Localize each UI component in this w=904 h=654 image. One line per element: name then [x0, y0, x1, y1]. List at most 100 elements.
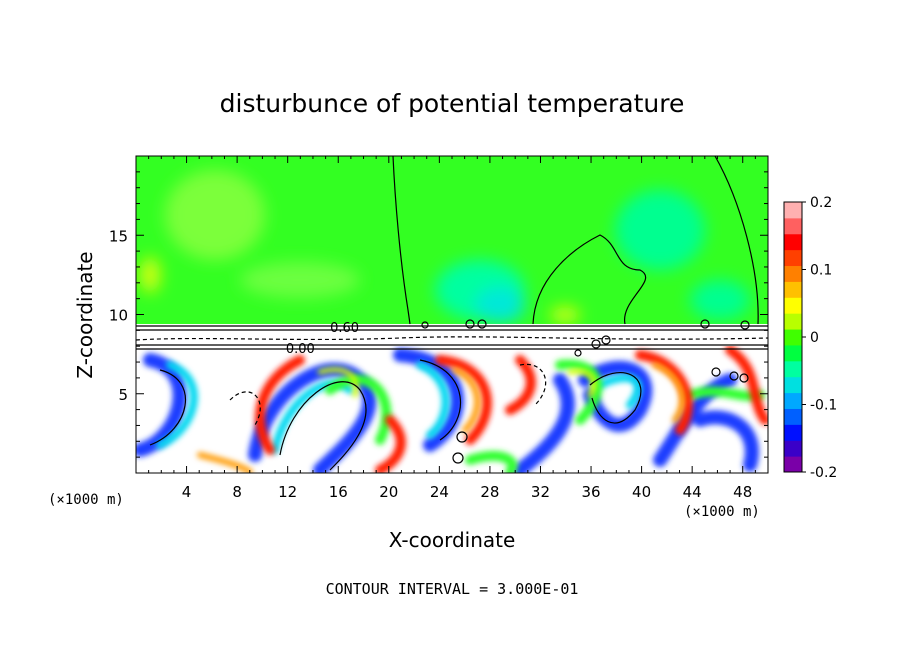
contour-ring: [421, 321, 429, 329]
colorbar-tick-label: 0.1: [810, 263, 832, 279]
band: [452, 367, 481, 433]
band: [555, 359, 603, 425]
shear-layer: [136, 324, 768, 348]
colorbar-swatch: [784, 392, 802, 409]
x-tick-label: 24: [430, 483, 449, 501]
contour-line: [229, 391, 261, 426]
colorbar-swatch: [784, 265, 802, 282]
contour-label: 0.60: [330, 321, 359, 336]
colorbar-swatch: [784, 344, 802, 362]
blob: [550, 307, 580, 323]
contour-line: [589, 372, 642, 424]
x-tick-label: 12: [278, 483, 297, 501]
colorbar-swatch: [784, 376, 802, 394]
blob: [615, 190, 705, 270]
contour-label: 0.00: [286, 342, 315, 357]
y-tick-label: 15: [109, 227, 128, 245]
band: [416, 361, 450, 439]
contour-ring: [465, 319, 475, 329]
contour-interval: CONTOUR INTERVAL = 3.000E-01: [326, 580, 579, 598]
x-tick-label: 8: [232, 483, 242, 501]
x-tick-label: 28: [480, 483, 499, 501]
x-tick-label: 40: [632, 483, 651, 501]
band: [255, 355, 305, 455]
band: [465, 451, 518, 473]
y-tick-label: 5: [118, 386, 128, 404]
band: [578, 360, 653, 432]
blob: [240, 262, 360, 298]
x-tick-label: 48: [733, 483, 752, 501]
contour-ring: [574, 349, 582, 357]
colorbar-tick-label: 0.2: [810, 195, 832, 211]
contour-ring: [477, 319, 487, 329]
vortex-bands-yellow: [317, 367, 597, 398]
colorbar: 0.2 0.1 0 -0.1 -0.2: [783, 195, 837, 481]
colorbar-swatch: [784, 249, 802, 267]
colorbar-swatch: [784, 297, 802, 314]
band: [693, 410, 759, 472]
y-axis-label: Z-coordinate: [73, 251, 97, 378]
colorbar-swatch: [784, 456, 802, 473]
band: [197, 452, 253, 473]
x-unit-left: (×1000 m): [48, 492, 124, 508]
colorbar-swatch: [784, 313, 802, 330]
colorbar-swatch: [784, 281, 802, 298]
colorbar-swatch: [784, 329, 802, 346]
contour-ring: [729, 371, 739, 381]
blob: [690, 280, 750, 320]
vortex-bands-orange: [197, 362, 686, 473]
x-tick-label: 16: [329, 483, 348, 501]
contour-line: [714, 156, 759, 325]
colorbar-tick-label: -0.2: [810, 465, 837, 481]
blob: [165, 170, 265, 260]
band: [435, 355, 492, 445]
x-tick-label: 4: [182, 483, 192, 501]
contour-ring: [452, 452, 464, 464]
band: [156, 361, 198, 449]
blob: [140, 257, 160, 293]
colorbar-swatch: [784, 233, 802, 251]
contour-line: [392, 156, 411, 325]
plot-area: 0.60 0.00: [136, 156, 768, 473]
contour-ring: [456, 431, 468, 443]
contour-ring: [591, 339, 601, 349]
x-tick-label: 20: [379, 483, 398, 501]
band: [652, 362, 686, 423]
band: [685, 386, 765, 401]
colorbar-swatch: [784, 360, 802, 378]
contour-line: [149, 369, 187, 446]
colorbar-tick-label: 0: [810, 330, 819, 346]
colorbar-swatch: [784, 202, 802, 219]
x-axis: 4 8 12 16 20 24 28 32 36 40 44 48: [148, 156, 756, 501]
contour-line: [532, 234, 647, 325]
band: [505, 355, 536, 415]
band: [317, 367, 359, 398]
band: [325, 374, 392, 445]
vortex-bands-red: [255, 346, 768, 473]
lower-vortices: [136, 346, 768, 473]
contour-line: [419, 359, 462, 441]
contour-line: [279, 381, 367, 471]
y-axis: 5 10 15: [109, 171, 768, 458]
contour-line: [519, 363, 547, 406]
band: [725, 346, 768, 425]
contour-ring: [700, 319, 710, 329]
x-unit-right: (×1000 m): [684, 504, 760, 520]
band: [596, 373, 642, 409]
band: [635, 350, 693, 435]
contour-ring: [601, 335, 611, 345]
x-axis-label: X-coordinate: [389, 528, 516, 552]
y-tick-label: 10: [109, 307, 128, 325]
contour-ring: [711, 367, 721, 377]
colorbar-swatch: [784, 440, 802, 457]
colorbar-swatch: [784, 408, 802, 425]
x-tick-label: 32: [531, 483, 550, 501]
colorbar-tick-label: -0.1: [810, 398, 837, 414]
band: [513, 373, 575, 473]
x-tick-label: 44: [683, 483, 702, 501]
contour-line: [136, 336, 768, 341]
upper-blobs: [140, 170, 750, 323]
x-tick-label: 36: [581, 483, 600, 501]
band: [567, 368, 597, 398]
